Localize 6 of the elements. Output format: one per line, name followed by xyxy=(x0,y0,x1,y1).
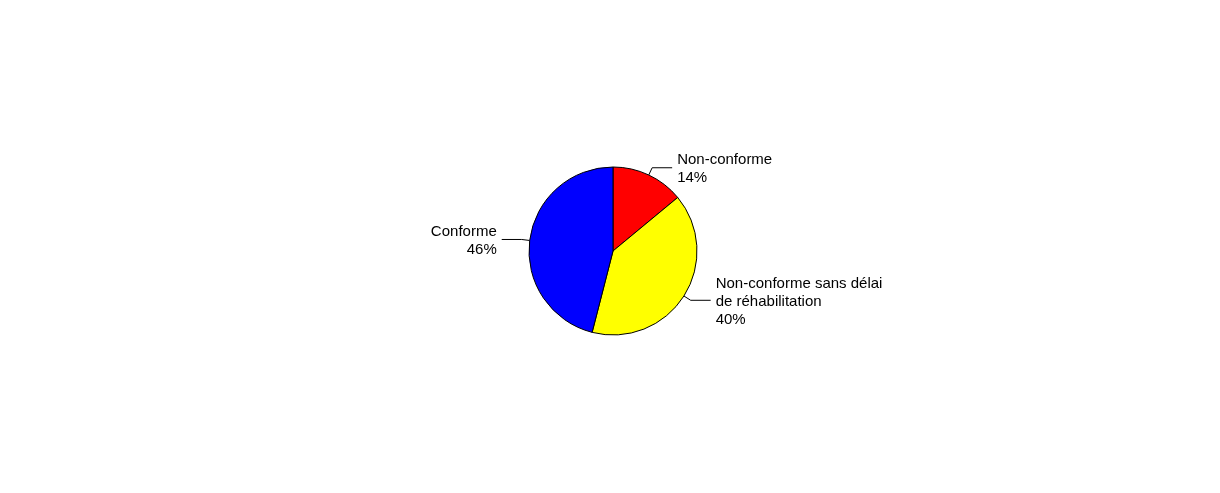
slice-label: Non-conforme xyxy=(677,150,773,168)
data-label: 46% xyxy=(466,239,497,257)
data-label: 40% xyxy=(715,309,746,327)
slice-label: Non-conforme sans délai de réhabilitation xyxy=(715,273,887,309)
data-label: 14% xyxy=(677,168,708,186)
slice-label: Conforme xyxy=(430,221,497,239)
